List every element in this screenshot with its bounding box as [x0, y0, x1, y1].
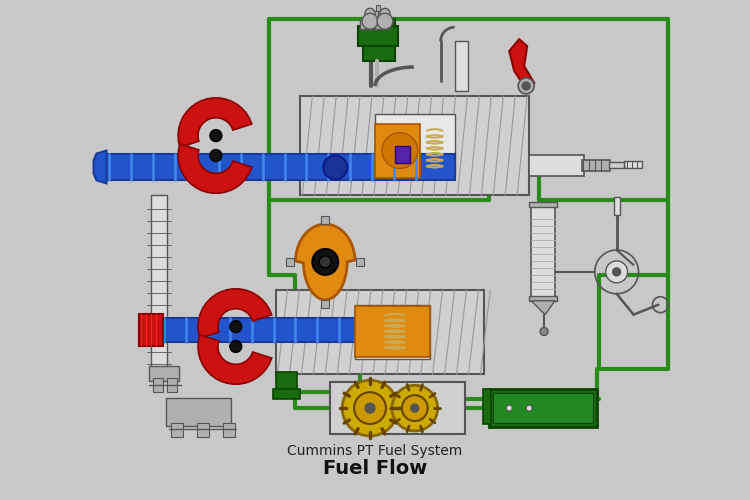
Circle shape: [354, 392, 386, 424]
Circle shape: [522, 82, 530, 90]
Bar: [531, 205, 555, 300]
Bar: [301, 96, 530, 196]
Bar: [623, 162, 641, 168]
Bar: [609, 162, 623, 168]
Bar: [166, 398, 231, 426]
Bar: [171, 423, 183, 437]
Polygon shape: [198, 289, 272, 338]
Polygon shape: [198, 335, 272, 384]
Bar: [363, 20, 395, 61]
Circle shape: [382, 132, 418, 168]
Circle shape: [377, 14, 393, 29]
Bar: [494, 393, 592, 423]
Circle shape: [210, 150, 222, 162]
Bar: [530, 296, 557, 300]
Circle shape: [613, 268, 621, 276]
Circle shape: [392, 385, 438, 431]
Bar: [321, 216, 329, 224]
Polygon shape: [531, 300, 555, 314]
Circle shape: [230, 340, 242, 352]
Bar: [366, 16, 370, 24]
Bar: [153, 378, 164, 392]
Circle shape: [210, 130, 222, 141]
Bar: [275, 290, 484, 374]
Bar: [360, 20, 374, 29]
Circle shape: [380, 8, 390, 18]
Polygon shape: [94, 150, 106, 184]
Circle shape: [411, 404, 419, 412]
Bar: [272, 389, 301, 399]
Circle shape: [518, 78, 534, 94]
Circle shape: [402, 395, 427, 421]
Bar: [376, 6, 380, 12]
Bar: [530, 202, 557, 207]
Circle shape: [526, 405, 532, 411]
Bar: [355, 306, 430, 358]
Bar: [321, 300, 329, 308]
Circle shape: [323, 156, 347, 180]
Circle shape: [365, 403, 375, 413]
Polygon shape: [296, 224, 355, 300]
Circle shape: [606, 261, 628, 283]
Bar: [167, 378, 177, 392]
Bar: [330, 382, 464, 434]
Bar: [355, 304, 430, 360]
Bar: [197, 423, 209, 437]
Circle shape: [230, 320, 242, 332]
Bar: [484, 389, 491, 424]
Bar: [286, 258, 295, 266]
Bar: [530, 154, 584, 176]
Bar: [376, 16, 380, 24]
Bar: [489, 389, 597, 427]
Bar: [356, 258, 364, 266]
Circle shape: [342, 380, 398, 436]
Circle shape: [365, 8, 375, 18]
Polygon shape: [178, 98, 252, 148]
Bar: [395, 146, 410, 164]
Circle shape: [540, 328, 548, 336]
Circle shape: [506, 405, 512, 411]
Bar: [375, 114, 454, 176]
Polygon shape: [178, 144, 252, 193]
Circle shape: [320, 256, 332, 268]
Bar: [371, 16, 375, 24]
Bar: [223, 423, 235, 437]
Bar: [582, 160, 610, 172]
Bar: [375, 20, 389, 29]
Circle shape: [312, 249, 338, 275]
Bar: [152, 196, 167, 370]
Bar: [375, 124, 420, 178]
Polygon shape: [509, 39, 534, 86]
Bar: [161, 318, 415, 342]
Bar: [149, 366, 179, 382]
Bar: [373, 12, 378, 20]
Text: Fuel Flow: Fuel Flow: [322, 460, 428, 478]
Text: Cummins PT Fuel System: Cummins PT Fuel System: [287, 444, 463, 458]
Bar: [358, 26, 398, 46]
Circle shape: [362, 14, 378, 29]
Bar: [454, 41, 469, 91]
Bar: [614, 198, 620, 215]
Bar: [275, 372, 298, 392]
Bar: [106, 154, 454, 180]
Bar: [140, 314, 164, 346]
